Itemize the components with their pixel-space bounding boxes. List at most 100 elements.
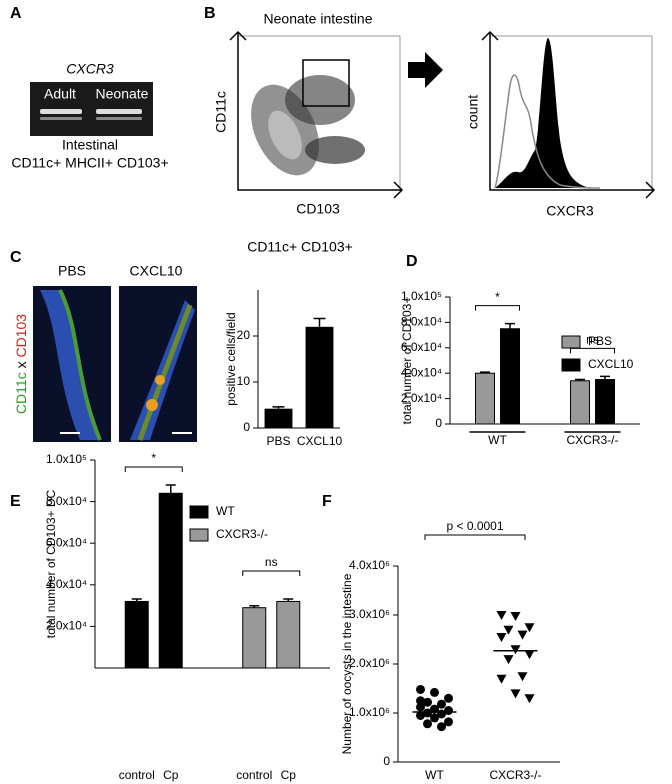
stain: x: [13, 361, 29, 368]
gel-band: [96, 109, 142, 114]
bar: [124, 600, 149, 669]
point: [437, 722, 446, 732]
annotation: p < 0.0001: [446, 519, 503, 533]
legend-label: WT: [216, 504, 235, 518]
bar: [500, 328, 520, 425]
histogram: [494, 74, 601, 189]
bar: [264, 408, 293, 428]
y-tick-label: 2.0x10⁴: [46, 619, 87, 633]
bar: [276, 600, 301, 669]
y-tick-label: 6.0x10⁴: [46, 535, 87, 549]
axis-label: CD103: [296, 201, 340, 217]
panel-label: F: [322, 493, 332, 510]
axis-label: count: [465, 95, 481, 129]
error-bar: [313, 317, 326, 327]
gel-band: [40, 117, 82, 120]
legend-swatch: [561, 335, 581, 349]
tissue: [40, 290, 100, 440]
y-tick-label: 4.0x10⁴: [401, 365, 442, 379]
bracket: [570, 347, 615, 354]
caption: CD11c+ MHCII+ CD103+: [11, 155, 168, 171]
annotation: ns: [265, 555, 278, 569]
y-tick-label: 6.0x10⁴: [401, 340, 442, 354]
legend-label: PBS: [588, 334, 612, 348]
point: [510, 611, 521, 621]
point: [496, 611, 507, 620]
error-bar: [480, 371, 490, 374]
x-tick-label: CXCL10: [297, 434, 343, 448]
point: [524, 694, 535, 704]
bar: [158, 492, 183, 669]
dot-cloud: [305, 136, 365, 164]
point: [416, 684, 425, 694]
x-tick-label: WT: [425, 768, 444, 782]
x-tick-label: WT: [488, 433, 507, 447]
y-tick-label: 3.0x10⁶: [349, 607, 390, 621]
bracket: [124, 466, 183, 472]
histogram: [495, 38, 590, 188]
x-tick-label: CXCR3-/-: [566, 433, 618, 447]
panel-label: C: [10, 249, 22, 266]
point: [524, 623, 535, 633]
plot-title: Neonate intestine: [264, 11, 373, 27]
point: [510, 645, 521, 655]
axis-arrows: [481, 30, 656, 199]
panel-label: B: [204, 5, 216, 22]
arrow: [408, 52, 443, 88]
legend-swatch: [561, 358, 581, 372]
bracket: [242, 570, 301, 576]
y-tick-label: 10: [237, 374, 251, 388]
tissue: [58, 289, 102, 441]
y-tick-label: 8.0x10⁴: [401, 315, 442, 329]
legend-label: CXCR3-/-: [216, 527, 268, 541]
annotation: ns: [586, 333, 599, 347]
error-bar: [505, 322, 515, 329]
axis-label: CXCR3: [546, 203, 594, 219]
legend-swatch: [189, 505, 209, 519]
bar: [305, 326, 334, 428]
y-tick-label: 20: [237, 328, 251, 342]
image-label: CXCL10: [130, 263, 183, 279]
y-axis-label: total number of CD103+ DC: [44, 489, 58, 638]
panel-label: D: [406, 253, 418, 270]
chart-title: CD11c+ CD103+: [247, 239, 353, 255]
y-tick-label: 4.0x10⁶: [349, 558, 390, 572]
cell: [155, 375, 165, 385]
point: [496, 674, 507, 684]
lane-label: Neonate: [96, 86, 149, 102]
point: [517, 672, 528, 682]
y-axis-label: Number of oocysts in the intestine: [340, 573, 354, 754]
point: [423, 697, 432, 707]
legend-swatch: [189, 528, 209, 542]
error-bar: [165, 484, 176, 494]
point: [416, 710, 425, 720]
tissue: [137, 304, 193, 441]
y-tick-label: 1.0x10⁵: [401, 289, 442, 303]
point: [510, 689, 521, 699]
y-axis-label: total number of CD103+: [400, 297, 414, 425]
error-bar: [131, 598, 142, 602]
point: [437, 699, 446, 709]
x-tick-label: Cp: [163, 768, 179, 782]
stain-label: CD11c x CD103: [13, 314, 29, 414]
stain: CD11c: [13, 372, 29, 414]
bar: [595, 379, 615, 425]
panel-label: A: [10, 5, 22, 22]
bar: [475, 372, 495, 425]
error-bar: [249, 605, 260, 608]
lane-label: Adult: [44, 86, 76, 102]
axis-label: CD11c: [213, 91, 229, 133]
dot-cloud: [268, 110, 302, 160]
legend-label: CXCL10: [588, 357, 634, 371]
plot-frame: [489, 35, 653, 191]
y-axis-label: positive cells/field: [224, 312, 238, 405]
annotation: *: [151, 451, 156, 465]
x-tick-label: control: [119, 768, 155, 782]
cell: [146, 399, 158, 411]
bracket: [475, 305, 520, 311]
point: [430, 713, 439, 723]
bar: [242, 607, 267, 669]
y-tick-label: 2.0x10⁶: [349, 656, 390, 670]
point: [444, 706, 453, 716]
y-tick-label: 2.0x10⁴: [401, 391, 442, 405]
